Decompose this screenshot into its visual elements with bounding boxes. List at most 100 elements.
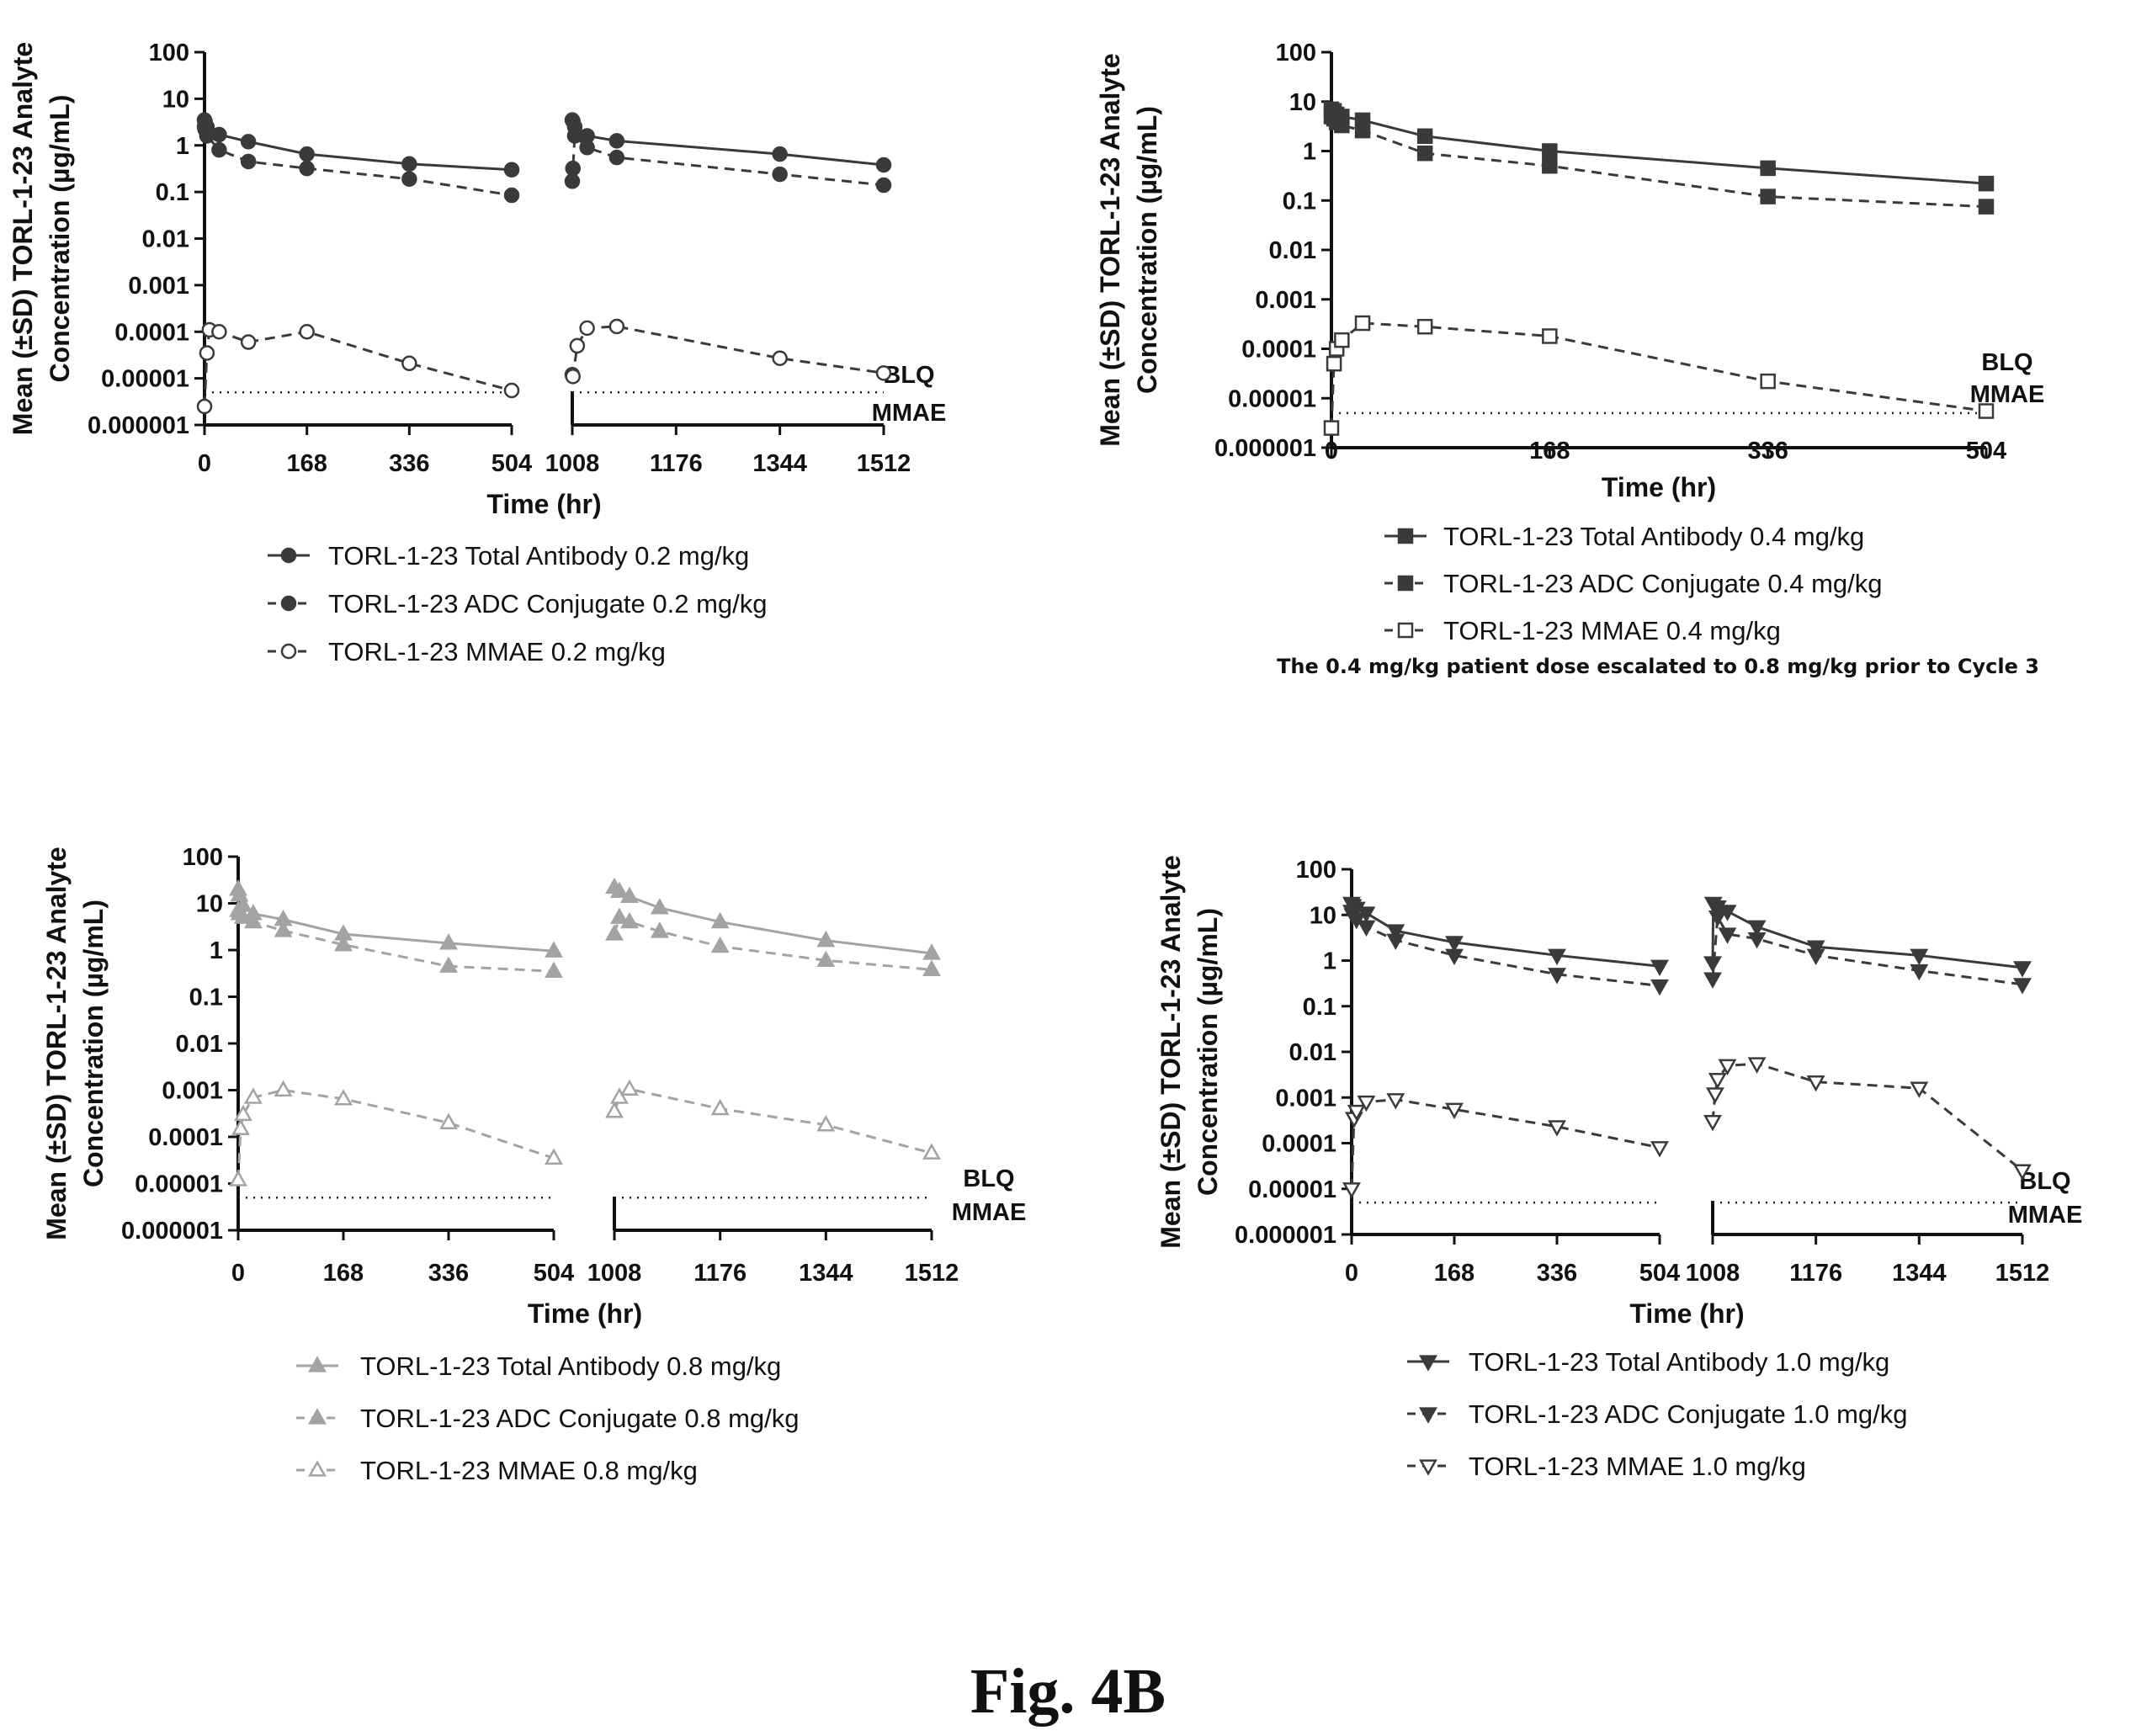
data-point [1650,1141,1669,1158]
data-point [545,961,563,978]
data-point [772,146,788,162]
data-point [1703,1114,1722,1132]
y-axis-title-line2: Concentration (µg/mL) [1132,106,1162,394]
legend-label: TORL-1-23 Total Antibody 0.2 mg/kg [328,541,749,571]
dose-escalation-note: The 0.4 mg/kg patient dose escalated to … [1277,655,2039,678]
x-tick-label: 504 [1639,1260,1680,1287]
y-tick-label: 100 [149,40,189,66]
data-point [608,133,625,149]
y-tick-label: 0.000001 [121,1218,223,1245]
data-point [240,153,257,170]
x-tick-label: 0 [1325,438,1338,465]
x-tick-label: 1176 [1789,1260,1842,1287]
data-point [401,171,417,187]
y-tick-label: 1 [176,133,189,160]
data-point [816,950,836,967]
y-tick-label: 0.0001 [1241,337,1316,364]
y-tick-label: 0.0001 [1262,1131,1336,1158]
data-point [605,924,624,941]
chart-panel-1-0-mg-kg: 100 10 1 0.1 0.01 0.001 0.0001 0.00001 0.000001 0… [1156,855,2082,1481]
series-line [613,1087,933,1155]
legend-marker [280,547,297,564]
legend-label: TORL-1-23 ADC Conjugate 0.8 mg/kg [360,1404,800,1433]
data-point [2013,961,2032,978]
data-point [620,886,639,904]
data-point [211,141,227,158]
data-point [608,318,625,335]
series-torl-1-23-adc-conjugate-1-0-mg-kg [1342,905,2032,996]
series-line [613,916,933,971]
x-tick-label: 504 [491,450,532,477]
data-point [1342,1182,1361,1199]
data-point [1357,1095,1376,1112]
data-point [1978,199,1995,215]
data-point [1910,1081,1929,1098]
data-point [334,934,353,952]
figure-label: Fig. 4B [970,1656,1166,1727]
y-tick-label: 0.001 [1255,287,1316,314]
y-tick-label: 10 [1310,902,1336,929]
series-line [571,325,885,377]
data-point [565,369,581,385]
data-point [579,140,595,156]
y-tick-label: 100 [183,844,223,871]
data-point [2013,978,2032,995]
legend-marker [1397,622,1414,639]
legend-marker [1419,1355,1437,1372]
data-point [875,365,892,381]
data-point [816,1115,836,1132]
data-point [650,921,669,938]
data-point [1718,1059,1737,1076]
x-tick-label: 1344 [752,450,807,477]
data-point [1760,373,1776,390]
data-point [211,324,227,340]
series-torl-1-23-adc-conjugate-0-8-mg-kg [229,900,941,978]
data-point [199,128,215,144]
x-tick-label: 1008 [1686,1260,1740,1287]
x-tick-label: 336 [1537,1260,1577,1287]
data-point [1747,932,1767,949]
data-point [1806,1075,1825,1092]
data-point [240,334,257,350]
data-point [816,930,836,948]
x-tick-label: 168 [323,1260,364,1287]
data-point [234,907,252,924]
data-point [1760,188,1776,204]
data-point [401,355,417,372]
data-point [1542,157,1558,174]
x-tick-label: 1344 [1892,1260,1947,1287]
data-point [610,881,629,898]
data-point [569,337,586,354]
legend-marker [280,595,297,612]
y-tick-label: 10 [1289,89,1316,116]
data-point [1548,1120,1566,1137]
data-point [1334,332,1350,348]
data-point [579,320,595,337]
legend-label: TORL-1-23 MMAE 0.2 mg/kg [328,637,666,666]
data-point [564,173,581,189]
series-torl-1-23-adc-conjugate-0-4-mg-kg [1323,109,1995,215]
data-point [1760,160,1776,177]
data-point [710,911,730,929]
x-tick-label: 336 [428,1260,469,1287]
y-tick-label: 10 [162,86,189,113]
y-tick-label: 0.01 [176,1031,223,1058]
y-tick-label: 0.0001 [114,319,189,346]
legend-label: TORL-1-23 MMAE 0.8 mg/kg [360,1456,698,1485]
y-tick-label: 0.01 [142,226,189,253]
data-point [1978,403,1995,419]
data-point [1445,948,1464,966]
y-tick-label: 0.001 [162,1078,223,1105]
legend-marker [308,1356,327,1372]
y-tick-label: 0.00001 [1248,1176,1336,1203]
data-point [875,177,892,194]
x-axis-title: Time (hr) [486,489,601,519]
data-point [1445,1102,1464,1120]
data-point [503,162,520,178]
blq-mmae-label: MMAE [2008,1202,2083,1229]
data-point [1650,979,1669,996]
legend-label: TORL-1-23 MMAE 0.4 mg/kg [1443,616,1781,645]
data-point [1386,924,1405,941]
data-point [243,1087,263,1104]
data-point [1357,920,1376,937]
